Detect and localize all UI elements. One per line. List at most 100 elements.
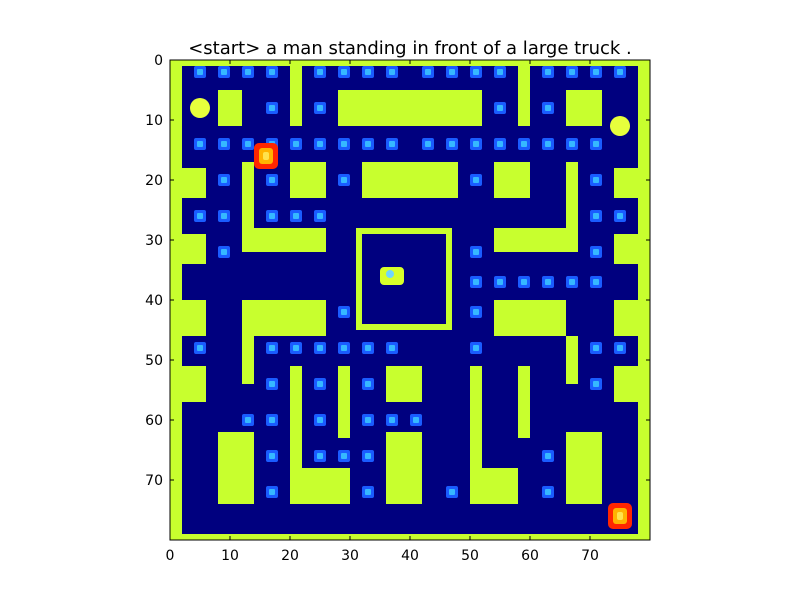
- pellet: [218, 174, 230, 186]
- pellet-inner: [497, 69, 503, 75]
- pellet: [518, 276, 530, 288]
- pellet: [242, 138, 254, 150]
- pellet-inner: [341, 69, 347, 75]
- pellet: [338, 66, 350, 78]
- maze-wall: [566, 90, 602, 126]
- pellet-inner: [317, 453, 323, 459]
- maze-wall: [170, 300, 206, 336]
- pellet: [314, 414, 326, 426]
- pellet-inner: [341, 177, 347, 183]
- maze-wall: [356, 228, 452, 234]
- pellet: [422, 138, 434, 150]
- pellet: [242, 414, 254, 426]
- maze-wall: [170, 168, 206, 198]
- maze-wall: [446, 228, 452, 330]
- maze-wall: [254, 228, 326, 252]
- maze-wall: [170, 366, 206, 402]
- ghost: [608, 503, 632, 529]
- pellet-inner: [221, 177, 227, 183]
- maze-wall: [290, 162, 326, 198]
- pellet-inner: [593, 345, 599, 351]
- pellet-inner: [221, 69, 227, 75]
- maze-wall: [518, 60, 530, 126]
- maze-wall: [356, 228, 362, 330]
- pellet: [338, 138, 350, 150]
- pellet: [542, 450, 554, 462]
- pellet-inner: [269, 213, 275, 219]
- x-tick-label: 50: [461, 548, 479, 564]
- maze-wall: [290, 366, 302, 492]
- maze-wall: [494, 162, 530, 198]
- pellet: [590, 342, 602, 354]
- pellet-inner: [293, 213, 299, 219]
- pellet-inner: [593, 141, 599, 147]
- pellet-inner: [197, 345, 203, 351]
- pellet: [470, 276, 482, 288]
- pellet: [386, 138, 398, 150]
- pellet: [386, 342, 398, 354]
- pellet-inner: [569, 69, 575, 75]
- maze-wall: [338, 366, 350, 438]
- maze-wall: [386, 366, 422, 402]
- maze-wall: [242, 300, 326, 336]
- pellet: [410, 414, 422, 426]
- pellet: [362, 414, 374, 426]
- pellet: [422, 66, 434, 78]
- pellet: [590, 210, 602, 222]
- pellet-inner: [545, 279, 551, 285]
- maze-wall: [290, 60, 302, 126]
- pellet-inner: [317, 105, 323, 111]
- ghost: [254, 143, 278, 169]
- pellet: [218, 246, 230, 258]
- pellet-inner: [473, 177, 479, 183]
- y-axis: 0 10 20 30 40 50 60 70: [145, 53, 650, 489]
- pellet-inner: [197, 141, 203, 147]
- pellet: [470, 246, 482, 258]
- pellet-inner: [365, 69, 371, 75]
- maze-wall: [470, 366, 482, 492]
- pellet-inner: [341, 141, 347, 147]
- pellet: [566, 66, 578, 78]
- pellet: [314, 450, 326, 462]
- pellet: [266, 486, 278, 498]
- x-tick-label: 30: [341, 548, 359, 564]
- maze-wall: [290, 468, 350, 504]
- pellet: [494, 66, 506, 78]
- x-tick-label: 40: [401, 548, 419, 564]
- pellet: [194, 342, 206, 354]
- y-tick-label: 20: [145, 173, 163, 189]
- pellet: [446, 66, 458, 78]
- pellet: [470, 66, 482, 78]
- pellet: [218, 138, 230, 150]
- pellet-inner: [317, 345, 323, 351]
- pellet: [590, 246, 602, 258]
- pellet-inner: [593, 213, 599, 219]
- pellet-inner: [473, 279, 479, 285]
- pellet-inner: [341, 309, 347, 315]
- pellet: [494, 102, 506, 114]
- pellet: [314, 138, 326, 150]
- x-tick-label: 0: [166, 548, 175, 564]
- pellet-inner: [269, 489, 275, 495]
- pellet-inner: [449, 489, 455, 495]
- pellet: [266, 66, 278, 78]
- x-axis: 0 10 20 30 40 50 60 70: [166, 60, 599, 564]
- pellet-inner: [365, 141, 371, 147]
- pellet-inner: [269, 381, 275, 387]
- pellet: [542, 138, 554, 150]
- pellet: [590, 66, 602, 78]
- y-tick-label: 30: [145, 233, 163, 249]
- pellet-inner: [473, 345, 479, 351]
- maze-wall: [170, 234, 206, 264]
- pellet-inner: [293, 345, 299, 351]
- maze-wall: [494, 228, 566, 252]
- pellet-inner: [389, 141, 395, 147]
- pellet-inner: [497, 279, 503, 285]
- pellet: [494, 138, 506, 150]
- y-tick-label: 40: [145, 293, 163, 309]
- pellet-inner: [473, 69, 479, 75]
- pellet-inner: [365, 453, 371, 459]
- pellet: [266, 102, 278, 114]
- pellet-inner: [545, 489, 551, 495]
- pacman-highlight: [386, 270, 394, 278]
